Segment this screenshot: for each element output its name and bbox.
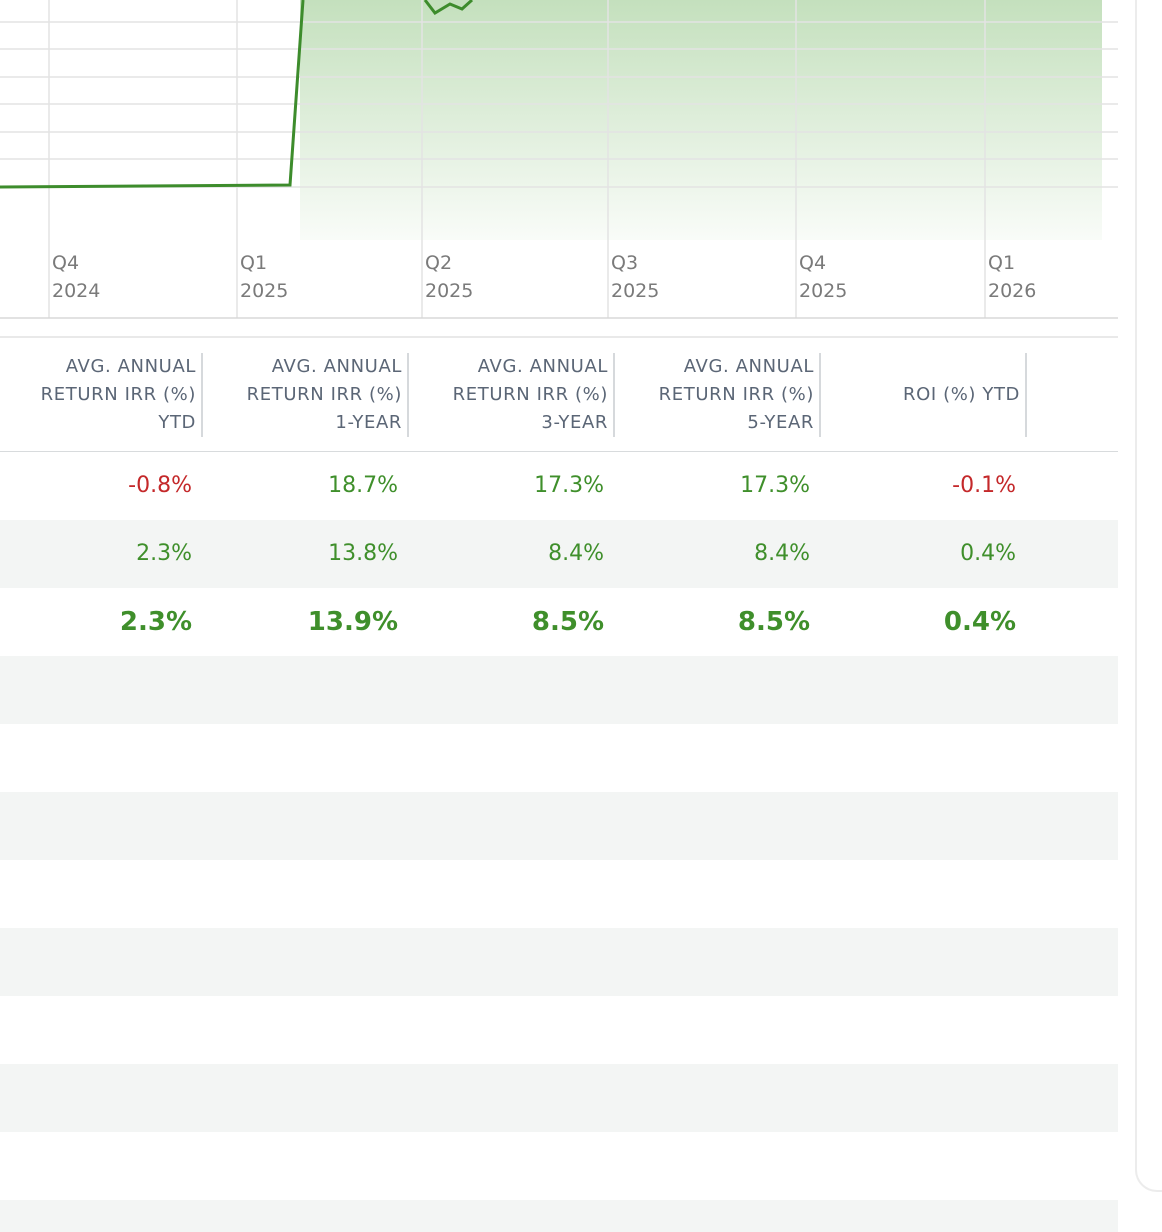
x-label-year: 2025 <box>799 280 848 302</box>
table-cell: 17.3% <box>740 473 810 498</box>
header-line: 1-YEAR <box>335 412 402 433</box>
x-label-quarter: Q1 <box>988 252 1016 274</box>
table-cell: 13.9% <box>307 607 398 637</box>
column-header: AVG. ANNUAL RETURN IRR (%) 3-YEAR <box>412 353 608 437</box>
table-cell: -0.1% <box>952 473 1016 498</box>
table-cell: 8.5% <box>531 607 604 637</box>
table-row <box>0 1132 1118 1200</box>
table-cell: 8.4% <box>548 541 604 566</box>
header-line: 5-YEAR <box>747 412 814 433</box>
x-label-year: 2025 <box>611 280 660 302</box>
table-cell: 8.5% <box>737 607 810 637</box>
column-header: AVG. ANNUAL RETURN IRR (%) YTD <box>0 353 196 437</box>
table-row <box>0 1064 1118 1132</box>
header-line: AVG. ANNUAL <box>683 356 814 377</box>
line <box>0 0 474 189</box>
table-row <box>0 860 1118 928</box>
x-label-quarter: Q3 <box>611 252 639 274</box>
x-label-quarter: Q2 <box>425 252 453 274</box>
x-label-quarter: Q4 <box>52 252 80 274</box>
header-line: 3-YEAR <box>541 412 608 433</box>
table-row <box>0 724 1118 792</box>
table-cell: 0.4% <box>960 541 1016 566</box>
area-fill <box>300 0 1102 240</box>
table-cell: 2.3% <box>119 607 192 637</box>
table-cell: 13.8% <box>328 541 398 566</box>
header-line: YTD <box>158 412 196 433</box>
table-row <box>0 656 1118 724</box>
header-line: AVG. ANNUAL <box>65 356 196 377</box>
column-separator <box>1025 353 1027 437</box>
header-line: ROI (%) YTD <box>902 384 1020 405</box>
header-line: RETURN IRR (%) <box>40 384 196 405</box>
table-row: -0.8% 18.7% 17.3% 17.3% -0.1% <box>0 452 1118 520</box>
table-cell: 2.3% <box>136 541 192 566</box>
column-header: AVG. ANNUAL RETURN IRR (%) 5-YEAR <box>618 353 814 437</box>
header-line: RETURN IRR (%) <box>452 384 608 405</box>
table-row <box>0 996 1118 1064</box>
table-row <box>0 792 1118 860</box>
table-row: 2.3% 13.9% 8.5% 8.5% 0.4% <box>0 588 1118 656</box>
panel-edge <box>1135 0 1162 1192</box>
chart <box>0 0 1118 338</box>
table-cell: 18.7% <box>328 473 398 498</box>
x-label-year: 2025 <box>425 280 474 302</box>
x-label-quarter: Q4 <box>799 252 827 274</box>
table-cell: 0.4% <box>943 607 1016 637</box>
header-line: RETURN IRR (%) <box>246 384 402 405</box>
header-line: AVG. ANNUAL <box>271 356 402 377</box>
table-row: 2.3% 13.8% 8.4% 8.4% 0.4% <box>0 520 1118 588</box>
x-label-year: 2026 <box>988 280 1037 302</box>
table-row <box>0 1200 1118 1232</box>
x-label-quarter: Q1 <box>240 252 268 274</box>
x-label-year: 2025 <box>240 280 289 302</box>
column-separator <box>613 353 615 437</box>
header-line: RETURN IRR (%) <box>658 384 814 405</box>
x-label-year: 2024 <box>52 280 101 302</box>
column-header: ROI (%) YTD <box>824 353 1020 437</box>
column-separator <box>407 353 409 437</box>
header-line: AVG. ANNUAL <box>477 356 608 377</box>
column-header: AVG. ANNUAL RETURN IRR (%) 1-YEAR <box>206 353 402 437</box>
column-separator <box>819 353 821 437</box>
column-separator <box>201 353 203 437</box>
table-row <box>0 928 1118 996</box>
table-cell: -0.8% <box>128 473 192 498</box>
table-cell: 8.4% <box>754 541 810 566</box>
table-cell: 17.3% <box>534 473 604 498</box>
